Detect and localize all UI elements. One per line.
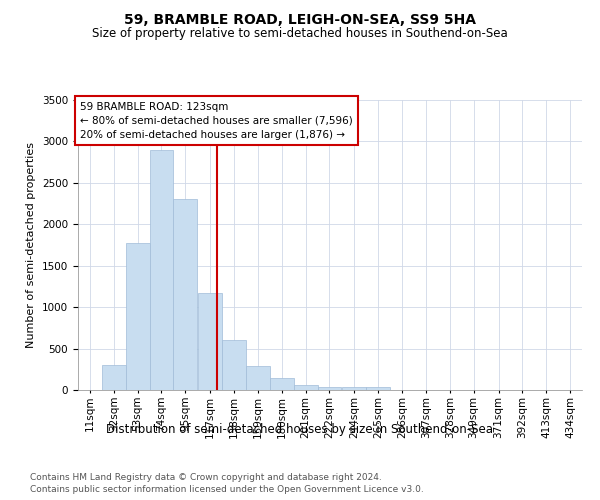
Bar — [199, 292, 222, 390]
Text: Distribution of semi-detached houses by size in Southend-on-Sea: Distribution of semi-detached houses by … — [107, 422, 493, 436]
Bar — [222, 340, 246, 390]
Bar — [173, 200, 197, 390]
Bar — [125, 243, 149, 390]
Y-axis label: Number of semi-detached properties: Number of semi-detached properties — [26, 142, 37, 348]
Bar — [293, 384, 317, 390]
Text: 59, BRAMBLE ROAD, LEIGH-ON-SEA, SS9 5HA: 59, BRAMBLE ROAD, LEIGH-ON-SEA, SS9 5HA — [124, 12, 476, 26]
Bar — [367, 386, 390, 390]
Text: Contains HM Land Registry data © Crown copyright and database right 2024.: Contains HM Land Registry data © Crown c… — [30, 472, 382, 482]
Bar — [270, 378, 293, 390]
Bar — [102, 365, 125, 390]
Text: Contains public sector information licensed under the Open Government Licence v3: Contains public sector information licen… — [30, 485, 424, 494]
Text: Size of property relative to semi-detached houses in Southend-on-Sea: Size of property relative to semi-detach… — [92, 28, 508, 40]
Bar — [246, 366, 270, 390]
Text: 59 BRAMBLE ROAD: 123sqm
← 80% of semi-detached houses are smaller (7,596)
20% of: 59 BRAMBLE ROAD: 123sqm ← 80% of semi-de… — [80, 102, 353, 140]
Bar — [317, 386, 341, 390]
Bar — [343, 386, 367, 390]
Bar — [149, 150, 173, 390]
